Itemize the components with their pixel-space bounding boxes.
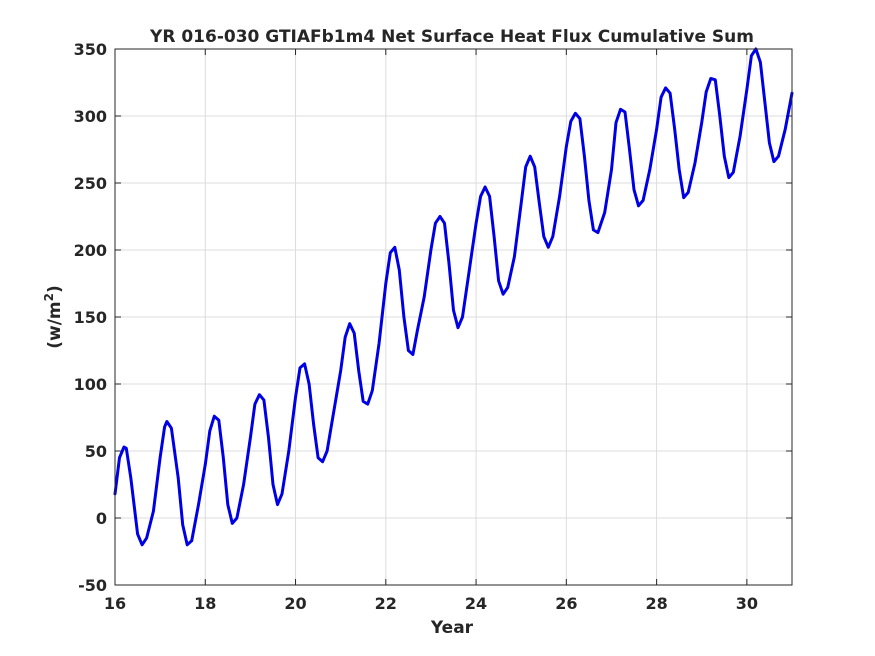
x-tick-label: 30 bbox=[736, 594, 758, 613]
y-tick-label: 50 bbox=[85, 442, 107, 461]
y-tick-label: 350 bbox=[74, 40, 107, 59]
y-tick-label: 200 bbox=[74, 241, 107, 260]
series-layer bbox=[113, 47, 794, 547]
x-tick-label: 16 bbox=[104, 594, 126, 613]
x-tick-label: 20 bbox=[284, 594, 306, 613]
series-line bbox=[113, 47, 794, 547]
x-tick-label: 22 bbox=[375, 594, 397, 613]
x-tick-label: 26 bbox=[555, 594, 577, 613]
x-axis-label: Year bbox=[430, 618, 474, 638]
y-axis-label-base: (w/m bbox=[45, 301, 65, 348]
plot-frame bbox=[114, 48, 793, 586]
y-axis-label: (w/m2) bbox=[42, 285, 65, 349]
x-tick-label: 18 bbox=[194, 594, 216, 613]
y-tick-label: -50 bbox=[78, 576, 107, 595]
y-tick-label: 100 bbox=[74, 375, 107, 394]
x-tick-label: 28 bbox=[645, 594, 667, 613]
y-axis-label-close: ) bbox=[45, 285, 65, 293]
y-tick-label: 0 bbox=[96, 509, 107, 528]
x-tick-labels: 16 18 20 22 24 26 28 30 bbox=[104, 594, 758, 613]
y-tick-labels: -50 0 50 100 150 200 250 300 350 bbox=[74, 40, 107, 595]
y-tick-label: 150 bbox=[74, 308, 107, 327]
y-tick-label: 250 bbox=[74, 174, 107, 193]
y-axis-label-superscript: 2 bbox=[42, 293, 56, 301]
y-tick-label: 300 bbox=[74, 107, 107, 126]
chart-title: YR 016-030 GTIAFb1m4 Net Surface Heat Fl… bbox=[149, 27, 754, 47]
x-tick-label: 24 bbox=[465, 594, 487, 613]
